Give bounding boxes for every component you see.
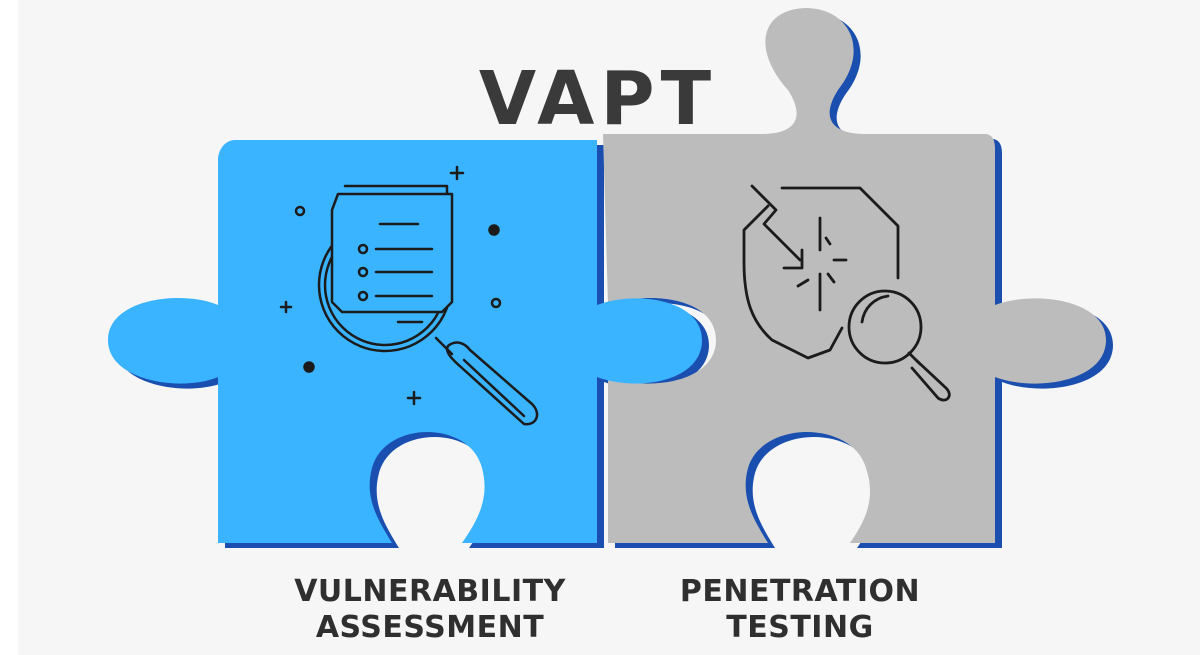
shield-breach-magnifier-icon <box>742 184 951 402</box>
caption-line-2: TESTING <box>726 610 874 645</box>
caption-line-1: VULNERABILITY <box>294 574 566 609</box>
document-magnifier-icon <box>279 165 539 426</box>
caption-line-2: ASSESSMENT <box>315 610 545 645</box>
diagram-title: VAPT <box>479 56 717 142</box>
caption-line-1: PENETRATION <box>679 574 921 609</box>
vulnerability-assessment-caption: VULNERABILITY ASSESSMENT <box>240 574 620 646</box>
penetration-testing-caption: PENETRATION TESTING <box>610 574 990 646</box>
right-puzzle-piece <box>603 8 1106 543</box>
